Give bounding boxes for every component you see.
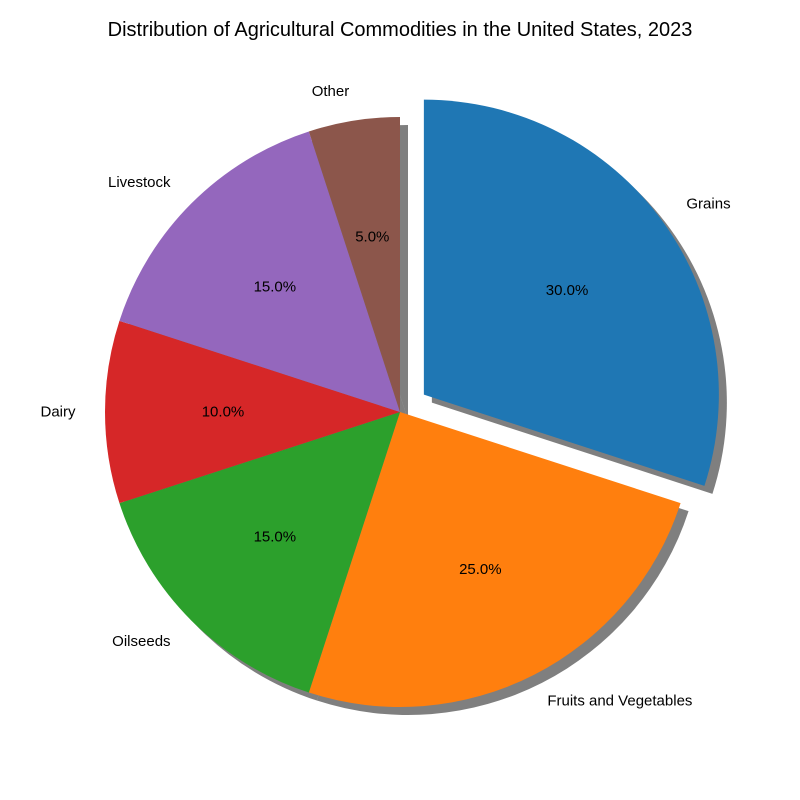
slice-label-oilseeds: Oilseeds bbox=[112, 633, 170, 650]
slice-percent-dairy: 10.0% bbox=[202, 404, 245, 421]
slice-label-grains: Grains bbox=[686, 195, 730, 212]
slice-percent-other: 5.0% bbox=[355, 229, 389, 246]
pie-slices bbox=[105, 99, 719, 707]
slice-label-other: Other bbox=[312, 83, 350, 100]
slice-grains bbox=[423, 99, 719, 486]
slice-percent-grains: 30.0% bbox=[546, 282, 589, 299]
slice-label-fruits-and-vegetables: Fruits and Vegetables bbox=[547, 693, 692, 710]
slice-oilseeds bbox=[119, 412, 400, 693]
slice-label-livestock: Livestock bbox=[108, 174, 171, 191]
slice-percent-livestock: 15.0% bbox=[254, 278, 297, 295]
chart-title: Distribution of Agricultural Commodities… bbox=[108, 19, 693, 41]
slice-percent-fruits-and-vegetables: 25.0% bbox=[459, 561, 502, 578]
slice-other bbox=[308, 117, 400, 412]
slice-label-dairy: Dairy bbox=[40, 404, 76, 421]
slice-livestock bbox=[119, 131, 400, 412]
slice-fruits-and-vegetables bbox=[308, 412, 681, 707]
slice-percent-oilseeds: 15.0% bbox=[254, 529, 297, 546]
slice-dairy bbox=[105, 320, 401, 504]
slice-labels: Grains 30.0% Fruits and Vegetables 25.0% Oil… bbox=[40, 83, 730, 710]
